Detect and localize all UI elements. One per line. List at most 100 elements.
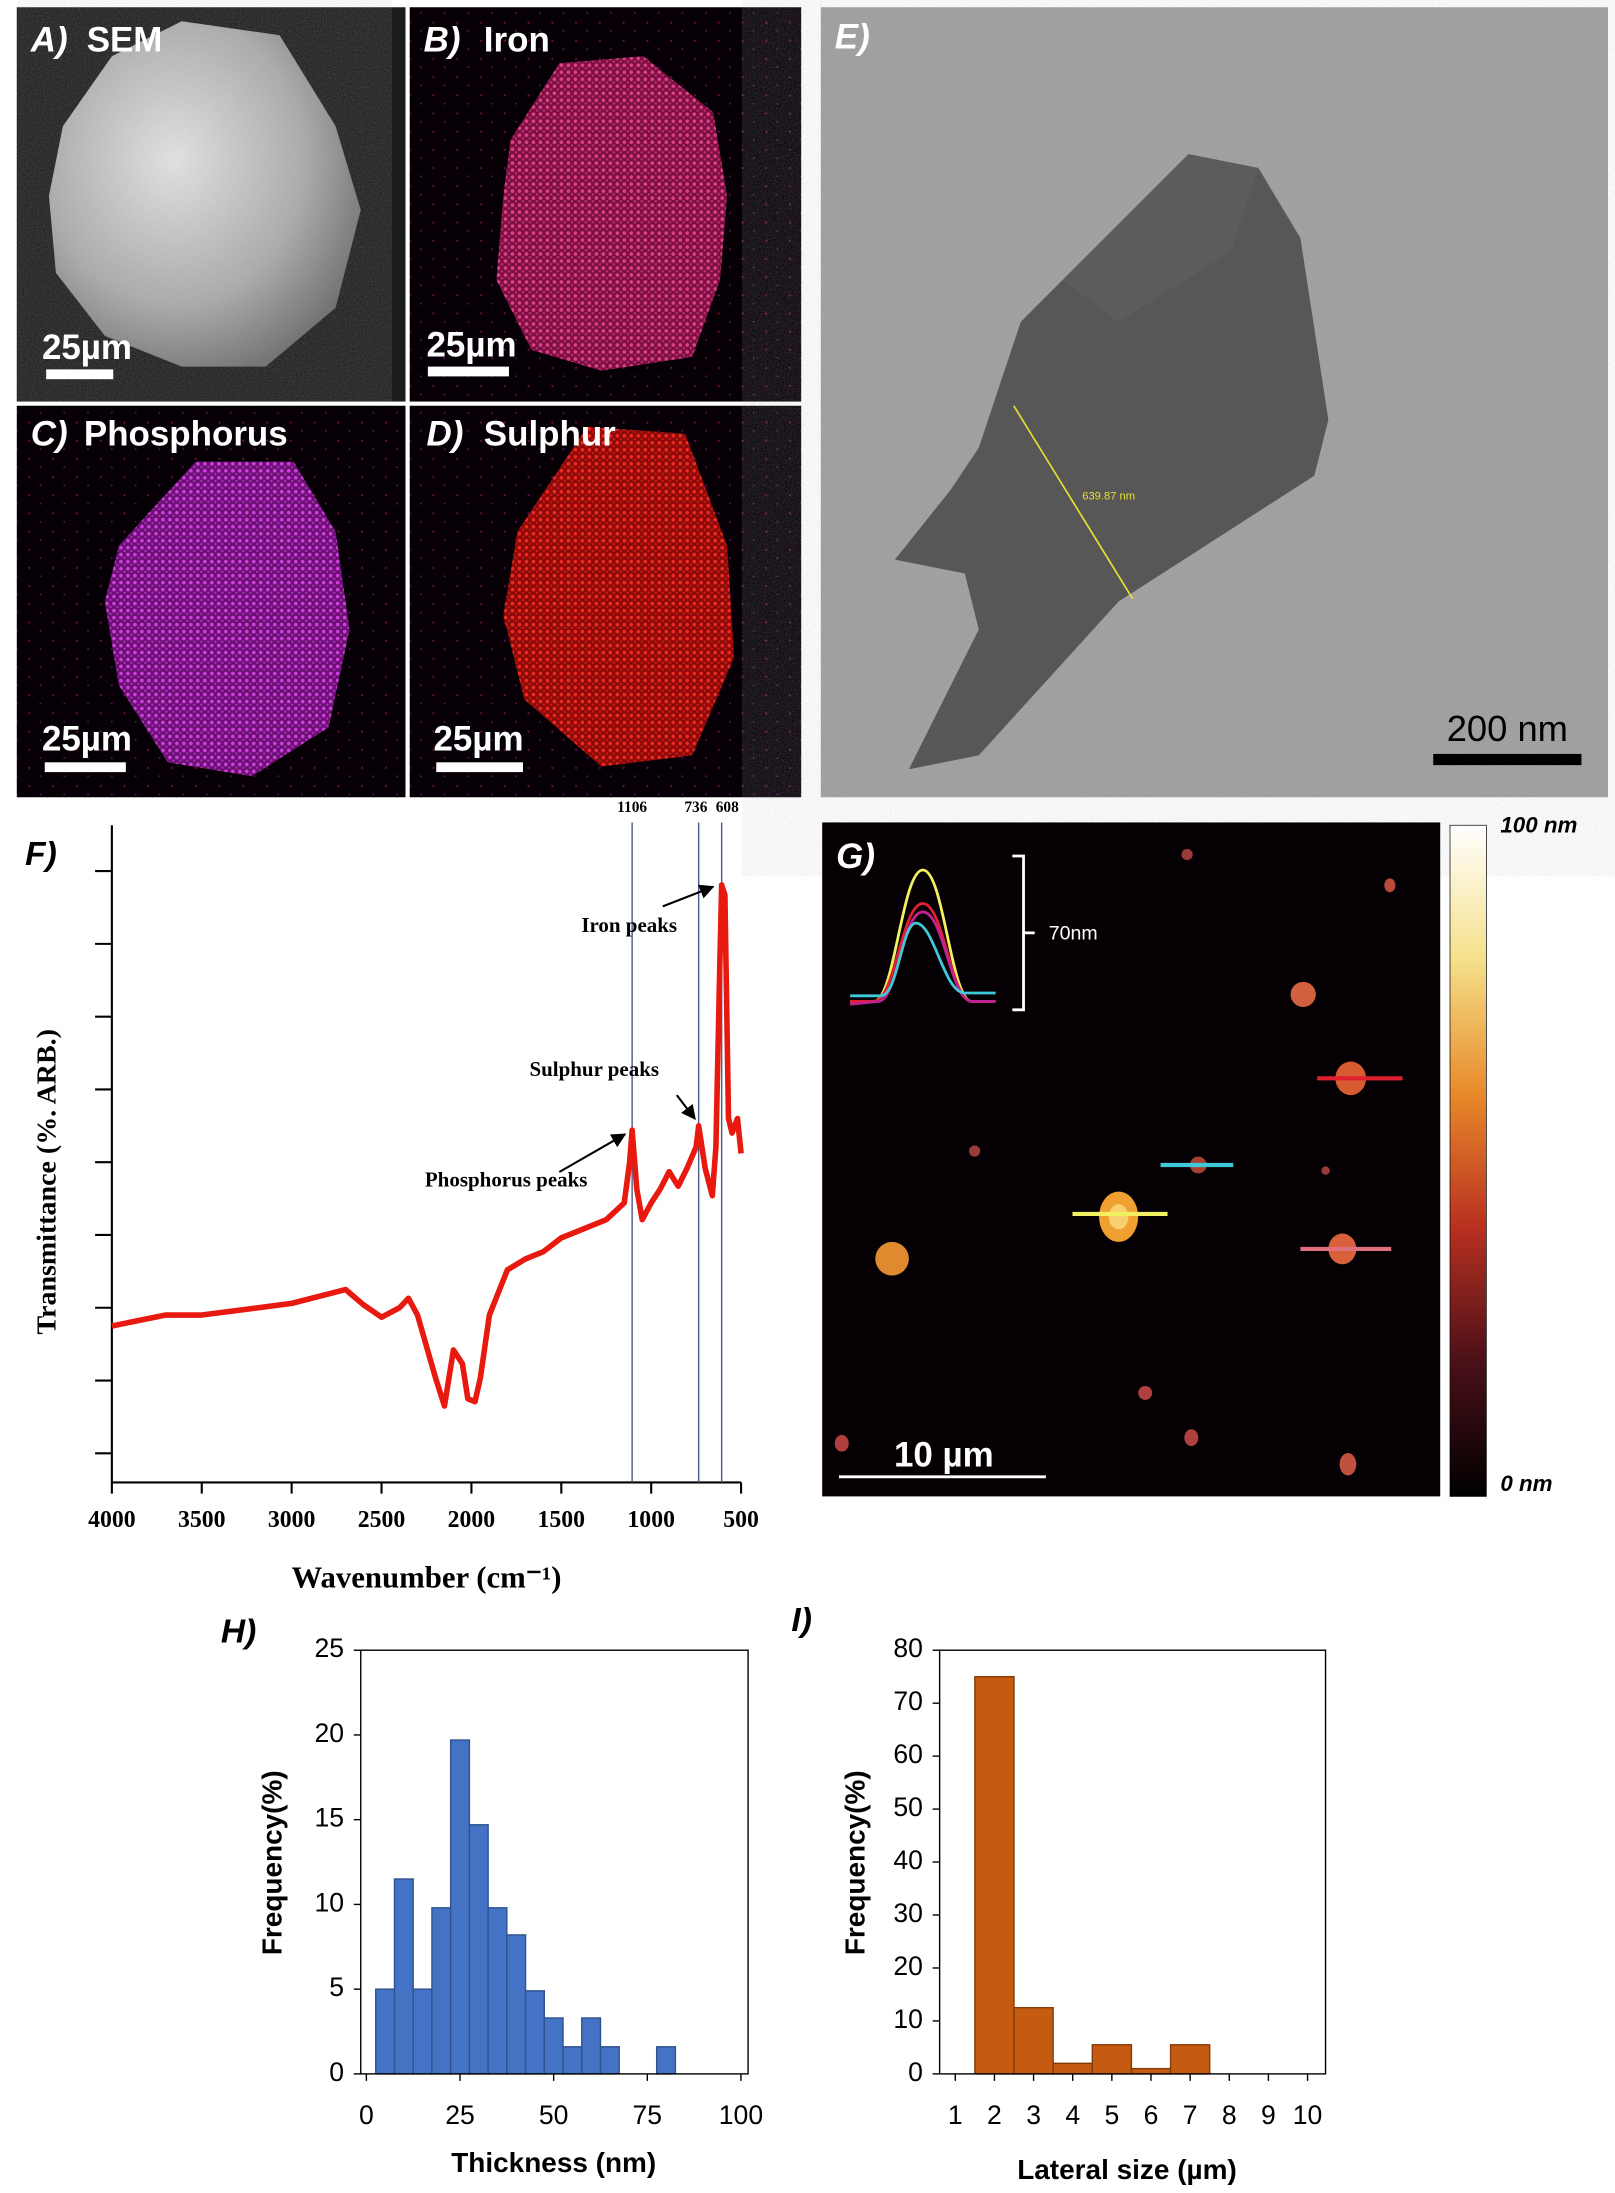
panel-afm: 70nm G) 10 µm 100 nm 0 nm	[822, 813, 1577, 1497]
scale-bar-label: 25µm	[426, 325, 516, 364]
x-tick-label: 0	[359, 2100, 374, 2130]
y-tick-label: 50	[893, 1792, 923, 1822]
x-tick-label: 2500	[358, 1507, 406, 1533]
x-tick-label: 100	[719, 2100, 763, 2130]
y-tick-label: 15	[314, 1803, 344, 1833]
panel-label: D)	[426, 415, 463, 454]
bar	[1130, 2067, 1172, 2075]
scale-bar	[44, 762, 126, 773]
flake	[894, 154, 1329, 770]
y-tick-label: 20	[314, 1718, 344, 1748]
panel-title: Iron	[484, 20, 550, 59]
x-tick-label: 1	[948, 2100, 963, 2130]
panel-tem: 639.87 nm E) 200 nm	[820, 7, 1609, 798]
bar	[655, 2046, 677, 2075]
height-label: 70nm	[1049, 922, 1098, 944]
y-tick-label: 20	[893, 1951, 923, 1981]
annotation: Iron peaks	[581, 913, 677, 937]
colorbar-min: 0 nm	[1500, 1471, 1552, 1496]
element-map	[503, 426, 735, 767]
scale-bar-label: 25µm	[42, 328, 132, 367]
bar	[974, 1675, 1015, 2075]
annotation: Sulphur peaks	[529, 1057, 659, 1081]
chart-label: F)	[25, 836, 57, 873]
bar	[581, 2017, 602, 2075]
y-axis-label: Transmittance (%. ARB.)	[31, 1029, 62, 1334]
scale-bar-label: 10 µm	[894, 1435, 994, 1474]
scale-bar	[1433, 753, 1582, 766]
x-tick-label: 6	[1144, 2100, 1159, 2130]
panel-phosphorus: C) Phosphorus 25µm	[16, 405, 406, 798]
spectrum-line	[111, 882, 744, 1409]
y-axis-label: Frequency(%)	[256, 1770, 287, 1955]
panel-title: SEM	[87, 20, 163, 59]
plot-frame	[360, 1649, 749, 2075]
profile-inset	[850, 868, 996, 1006]
panel-sulphur: D) Sulphur 25µm	[409, 405, 802, 798]
panel-title: Sulphur	[484, 415, 616, 454]
panel-sem: A) SEM 25µm	[16, 7, 406, 402]
measure-line	[1013, 405, 1134, 600]
scale-bar-label: 25µm	[42, 720, 132, 759]
flake-layer	[1062, 154, 1259, 322]
x-tick-label: 50	[539, 2100, 569, 2130]
x-tick-label: 75	[633, 2100, 663, 2130]
x-tick-label: 8	[1222, 2100, 1237, 2130]
x-tick-label: 1000	[627, 1507, 675, 1533]
panel-iron: B) Iron 25µm	[409, 7, 802, 402]
x-tick-label: 3500	[178, 1507, 226, 1533]
height-bracket	[1012, 854, 1035, 1012]
chart-label: H)	[221, 1613, 256, 1650]
x-axis-label: Wavenumber (cm⁻¹)	[291, 1560, 561, 1594]
colorbar	[1449, 824, 1487, 1497]
bar	[468, 1824, 489, 2075]
annotation-arrow	[558, 1133, 627, 1173]
y-tick-label: 10	[893, 2004, 923, 2034]
y-tick-label: 30	[893, 1898, 923, 1928]
element-map	[496, 56, 728, 371]
bar	[543, 2017, 564, 2075]
y-tick-label: 25	[314, 1633, 344, 1663]
bar	[431, 1907, 452, 2075]
panel-label: C)	[31, 415, 68, 454]
scale-bar	[46, 369, 114, 380]
x-tick-label: 7	[1183, 2100, 1198, 2130]
annotation: Phosphorus peaks	[425, 1168, 588, 1192]
x-tick-label: 4	[1065, 2100, 1080, 2130]
chart-label: I)	[791, 1602, 812, 1639]
x-tick-label: 25	[445, 2100, 475, 2130]
y-tick-label: 40	[893, 1845, 923, 1875]
bar	[1169, 2044, 1211, 2075]
x-tick-label: 3	[1026, 2100, 1041, 2130]
bar	[506, 1934, 527, 2075]
y-tick-label: 10	[314, 1887, 344, 1917]
panel-label: A)	[30, 20, 68, 59]
bar	[375, 1988, 396, 2075]
peak-label: 736	[684, 799, 707, 816]
bar	[524, 1990, 545, 2075]
scale-bar-label: 25µm	[433, 720, 523, 759]
y-tick-label: 0	[329, 2057, 344, 2087]
y-tick-label: 5	[329, 1972, 344, 2002]
y-tick-label: 0	[908, 2057, 923, 2087]
x-tick-label: 1500	[538, 1507, 586, 1533]
x-tick-label: 9	[1261, 2100, 1276, 2130]
x-tick-label: 4000	[88, 1507, 136, 1533]
x-tick-label: 500	[723, 1507, 759, 1533]
panel-title: Phosphorus	[84, 415, 288, 454]
x-tick-label: 2	[987, 2100, 1002, 2130]
y-tick-label: 70	[893, 1686, 923, 1716]
annotation-arrow	[662, 884, 715, 908]
particle	[48, 21, 361, 367]
x-tick-label: 2000	[448, 1507, 496, 1533]
x-axis-label: Lateral size (µm)	[1017, 2154, 1237, 2185]
measure-label: 639.87 nm	[1082, 491, 1135, 503]
scale-bar-label: 200 nm	[1447, 708, 1568, 749]
x-tick-label: 10	[1293, 2100, 1323, 2130]
bar	[393, 1878, 414, 2075]
x-tick-label: 5	[1104, 2100, 1119, 2130]
colorbar-max: 100 nm	[1500, 813, 1577, 838]
y-tick-label: 60	[893, 1739, 923, 1769]
